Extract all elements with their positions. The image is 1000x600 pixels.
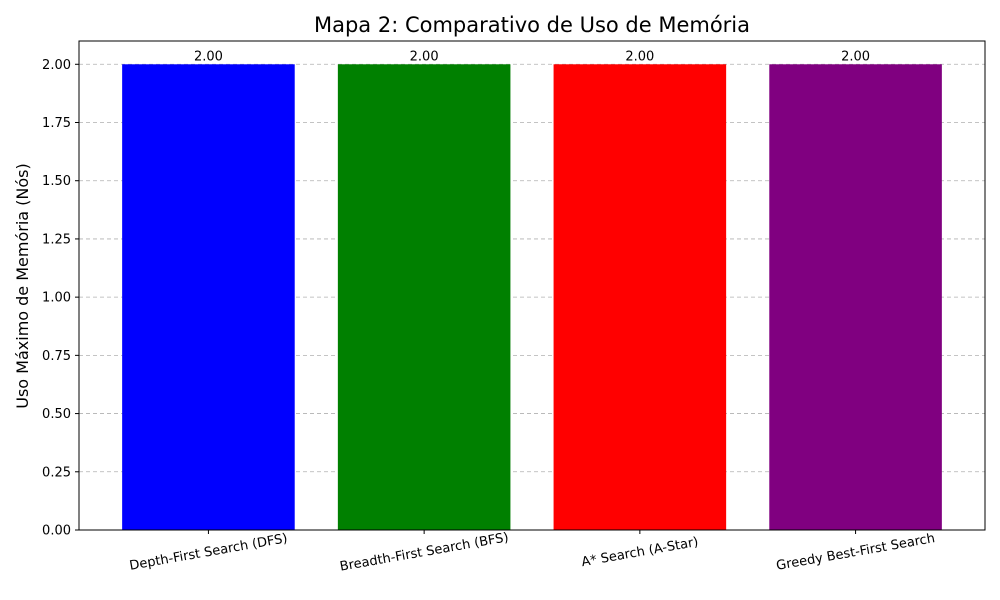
y-axis-label: Uso Máximo de Memória (Nós): [13, 163, 32, 409]
bar: [553, 64, 727, 531]
y-tick-label: 0.50: [42, 407, 71, 422]
bar: [769, 64, 942, 531]
chart-title: Mapa 2: Comparativo de Uso de Memória: [314, 13, 750, 37]
y-axis-ticks: 0.00 0.25 0.50 0.75 1.00 1.25 1.50 1.75 2.00: [42, 58, 79, 539]
y-tick-label: 0.75: [42, 349, 71, 364]
x-tick-label: Depth-First Search (DFS): [128, 531, 288, 574]
bar: [337, 64, 511, 531]
data-labels: 2.00 2.00 2.00 2.00: [194, 49, 870, 64]
y-tick-label: 1.50: [42, 174, 71, 189]
data-label: 2.00: [194, 49, 223, 64]
y-tick-label: 0.25: [42, 465, 71, 480]
bars: [122, 64, 942, 531]
x-tick-label: Greedy Best-First Search: [775, 531, 936, 574]
x-tick-label: A* Search (A-Star): [580, 535, 699, 570]
x-axis-ticks: Depth-First Search (DFS) Breadth-First Se…: [128, 530, 936, 575]
data-label: 2.00: [410, 49, 439, 64]
y-tick-label: 1.75: [42, 116, 71, 131]
y-tick-label: 0.00: [42, 524, 71, 539]
data-label: 2.00: [841, 49, 870, 64]
y-tick-label: 1.00: [42, 291, 71, 306]
plot-frame: [78, 40, 986, 531]
bar: [122, 64, 295, 531]
x-tick-label: Breadth-First Search (BFS): [339, 530, 510, 574]
y-tick-label: 2.00: [42, 58, 71, 73]
data-label: 2.00: [625, 49, 654, 64]
y-tick-label: 1.25: [42, 232, 71, 247]
